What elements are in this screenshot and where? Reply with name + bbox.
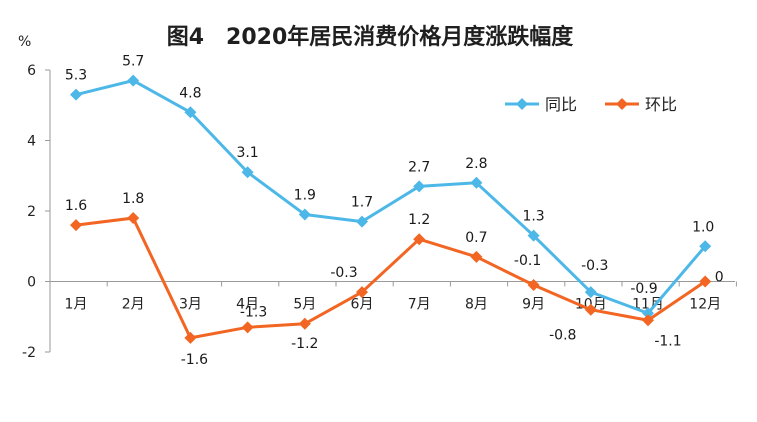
x-tick-label: 6月	[351, 297, 374, 313]
legend: 同比 环比	[505, 95, 677, 114]
data-label: -1.2	[291, 336, 318, 352]
data-label: 4.8	[179, 85, 201, 101]
data-point	[298, 208, 311, 221]
data-point	[184, 331, 197, 344]
data-point	[584, 286, 597, 299]
data-label: 1.2	[408, 212, 430, 228]
data-label: 1.7	[351, 195, 373, 211]
data-label: 3.1	[236, 145, 258, 161]
data-point	[584, 303, 597, 316]
y-tick-label: 4	[27, 134, 36, 150]
y-tick-label: 6	[27, 63, 36, 79]
data-label: -1.3	[240, 304, 267, 320]
data-label: -0.9	[630, 281, 657, 297]
data-label: 0	[715, 270, 724, 286]
data-label: 5.3	[65, 68, 87, 84]
data-point	[642, 314, 654, 327]
data-point	[699, 275, 712, 288]
data-point	[699, 240, 712, 253]
data-point	[413, 180, 426, 193]
x-tick-label: 7月	[408, 297, 431, 313]
series-layer	[70, 74, 712, 344]
data-point	[70, 219, 82, 232]
y-axis-unit: %	[18, 34, 31, 50]
x-tick-label: 4月	[236, 297, 259, 313]
data-point	[241, 321, 254, 334]
axes: -202461月2月3月4月5月6月7月8月9月10月11月12月	[22, 63, 737, 361]
legend-marker	[516, 98, 528, 110]
data-point	[527, 279, 540, 292]
data-point	[70, 88, 82, 101]
data-point	[527, 229, 540, 242]
data-point	[470, 250, 483, 263]
data-label: -0.3	[581, 258, 608, 274]
legend-label: 同比	[545, 95, 577, 114]
data-point	[470, 176, 483, 189]
x-tick-label: 1月	[65, 297, 88, 313]
data-label: -1.1	[654, 333, 681, 349]
series-line-yoy	[75, 79, 707, 315]
data-label: 5.7	[122, 54, 144, 70]
y-tick-label: 2	[27, 204, 36, 220]
data-point	[356, 286, 368, 299]
data-point	[184, 106, 197, 119]
y-tick-label: 0	[27, 275, 36, 291]
data-label: 1.9	[294, 188, 316, 204]
data-point	[298, 317, 311, 330]
x-tick-label: 5月	[293, 297, 316, 313]
data-label: 0.7	[465, 230, 487, 246]
data-label: 1.6	[65, 198, 87, 214]
x-tick-label: 9月	[522, 297, 545, 313]
data-label: -1.6	[181, 352, 208, 368]
legend-label: 环比	[645, 95, 677, 114]
series-line-mom	[75, 216, 707, 340]
data-label: 2.7	[408, 159, 430, 175]
data-label: -0.8	[549, 328, 576, 344]
data-label: -0.3	[330, 265, 357, 281]
legend-marker	[616, 98, 628, 110]
data-point	[127, 74, 140, 87]
data-point	[356, 215, 368, 228]
y-tick-label: -2	[22, 345, 36, 361]
x-tick-label: 8月	[465, 297, 488, 313]
chart-title: 图4 2020年居民消费价格月度涨跌幅度	[167, 24, 575, 50]
data-point	[413, 233, 426, 246]
data-labels: 5.3 5.7 4.8 3.1 1.9 1.7 2.7 2.8 1.3 -0.3 -0.9 1.0 1.…	[65, 54, 724, 368]
data-point	[642, 307, 654, 320]
x-tick-label: 12月	[689, 297, 721, 313]
data-label: 1.3	[522, 209, 544, 225]
data-label: 1.8	[122, 191, 144, 207]
data-point	[127, 212, 140, 225]
data-label: 2.8	[465, 156, 487, 172]
data-label: -0.1	[514, 253, 541, 269]
x-tick-label: 11月	[632, 297, 664, 313]
x-tick-label: 2月	[122, 297, 145, 313]
data-label: 1.0	[692, 219, 714, 235]
data-point	[241, 166, 254, 179]
x-tick-label: 3月	[179, 297, 202, 313]
